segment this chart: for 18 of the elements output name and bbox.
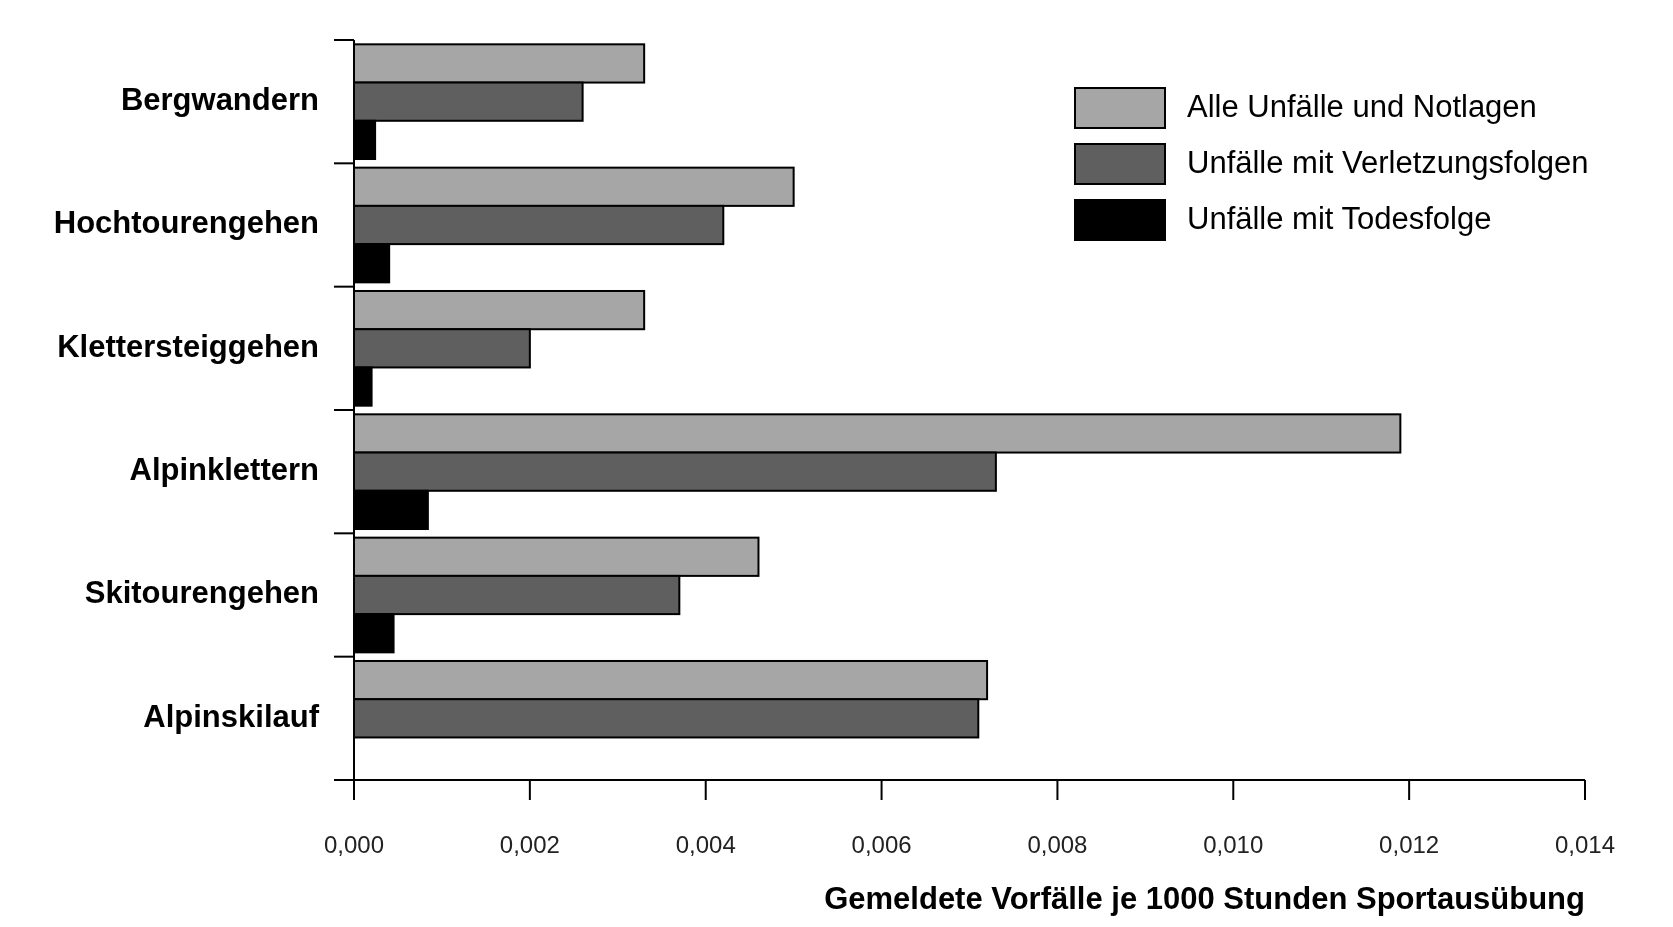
x-tick-label: 0,006	[851, 831, 912, 858]
x-tick-label: 0,004	[675, 831, 736, 858]
legend-label: Alle Unfälle und Notlagen	[1187, 89, 1537, 125]
x-tick-label: 0,010	[1203, 831, 1264, 858]
y-tick-label: Hochtourengehen	[53, 205, 319, 241]
y-tick-label: Alpinskilauf	[143, 698, 320, 734]
y-tick-label: Klettersteiggehen	[57, 328, 319, 364]
y-tick-label: Skitourengehen	[84, 575, 319, 611]
x-tick-label: 0,000	[323, 831, 385, 858]
x-axis-title: Gemeldete Vorfälle je 1000 Stunden Sportausübung	[824, 881, 1585, 916]
y-tick-label: Bergwandern	[120, 81, 319, 117]
x-tick-label: 0,008	[1027, 831, 1088, 858]
legend-label: Unfälle mit Todesfolge	[1187, 201, 1492, 237]
x-tick-label: 0,012	[1379, 831, 1440, 858]
y-tick-label: Alpinklettern	[129, 451, 319, 487]
legend-label: Unfälle mit Verletzungsfolgen	[1187, 145, 1589, 181]
x-tick-label: 0,014	[1554, 831, 1616, 858]
x-tick-label: 0,002	[499, 831, 560, 858]
